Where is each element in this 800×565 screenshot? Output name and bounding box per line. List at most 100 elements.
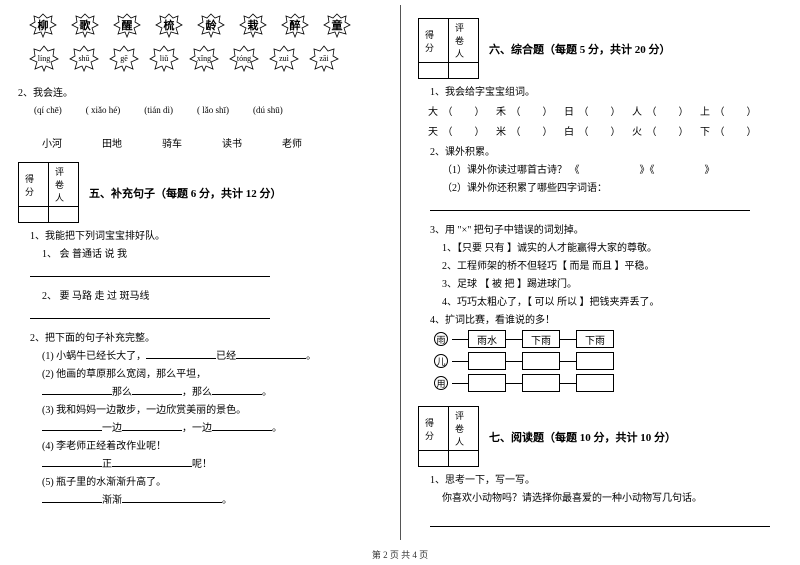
chain-box: 雨水 bbox=[468, 330, 506, 348]
leaf-char: 柳 bbox=[28, 12, 58, 38]
fill-item: 白 （ ） bbox=[564, 123, 632, 138]
q6-2: 2、课外积累。 bbox=[430, 143, 782, 158]
text: 渐渐 bbox=[102, 495, 122, 506]
fill-item: 上 （ ） bbox=[700, 103, 768, 118]
leaf-char: 童 bbox=[322, 12, 352, 38]
q6-1: 1、我会给字宝宝组词。 bbox=[430, 83, 782, 98]
chain-arrow bbox=[560, 383, 576, 384]
fill-item: 禾 （ ） bbox=[496, 103, 564, 118]
q5-2-3: (3) 我和妈妈一边散步，一边欣赏美丽的景色。 bbox=[42, 401, 382, 416]
chain-box bbox=[576, 352, 614, 370]
q5-2-2: (2) 他画的草原那么宽阔，那么平坦， bbox=[42, 365, 382, 380]
grader-label: 评卷人 bbox=[449, 19, 479, 63]
word-chain-2: 儿 bbox=[434, 352, 782, 370]
chain-box bbox=[468, 374, 506, 392]
leaf-pinyin: xǐng bbox=[188, 44, 220, 72]
q5-1: 1、我能把下列词宝宝排好队。 bbox=[30, 227, 382, 242]
blank bbox=[42, 385, 112, 395]
q6-3-1: 1、【只要 只有 】诚实的人才能赢得大家的尊敬。 bbox=[442, 239, 782, 254]
leaf-pinyin: gē bbox=[108, 44, 140, 72]
match-cn-item: 田地 bbox=[102, 135, 122, 150]
score-table: 得分评卷人 bbox=[18, 162, 79, 223]
q5-1-2: 2、 要 马路 走 过 斑马线 bbox=[42, 287, 382, 302]
word-chain-1: 雨雨水下雨下雨 bbox=[434, 330, 782, 348]
fill-item: 火 （ ） bbox=[632, 123, 700, 138]
score-box-7: 得分评卷人 七、阅读题（每题 10 分，共计 10 分） bbox=[418, 406, 782, 467]
chain-box bbox=[522, 352, 560, 370]
q5-2: 2、把下面的句子补充完整。 bbox=[30, 329, 382, 344]
chain-arrow bbox=[452, 339, 468, 340]
chain-arrow bbox=[560, 361, 576, 362]
chain-arrow bbox=[452, 361, 468, 362]
match-pinyin-item: (qí chē) bbox=[34, 105, 62, 115]
text: 那么 bbox=[112, 387, 132, 398]
text: 》《 bbox=[640, 165, 655, 176]
match-pinyin-item: (tián dì) bbox=[144, 105, 173, 115]
blank-line bbox=[30, 267, 270, 277]
chain-arrow bbox=[506, 339, 522, 340]
right-column: 得分评卷人 六、综合题（每题 5 分，共计 20 分） 1、我会给字宝宝组词。 … bbox=[400, 0, 800, 540]
text: (2) 他画的草原那么宽阔，那么平坦， bbox=[42, 369, 206, 380]
q5-2-2b: 那么，那么。 bbox=[42, 383, 382, 398]
blank bbox=[42, 421, 102, 431]
q6-2-2: （2）课外你还积累了哪些四字词语： bbox=[442, 179, 782, 194]
blank bbox=[236, 349, 306, 359]
grader-blank bbox=[449, 451, 479, 467]
q6-2-1: （1）课外你读过哪首古诗？ 《》《》 bbox=[442, 161, 782, 176]
chain-box: 下雨 bbox=[576, 330, 614, 348]
blank-line bbox=[30, 309, 270, 319]
fill-item: 下 （ ） bbox=[700, 123, 768, 138]
blank bbox=[42, 457, 102, 467]
match-pinyin-item: (dú shū) bbox=[253, 105, 283, 115]
chain-arrow bbox=[506, 383, 522, 384]
section-7-title: 七、阅读题（每题 10 分，共计 10 分） bbox=[489, 429, 676, 445]
blank bbox=[212, 421, 272, 431]
match-cn-item: 老师 bbox=[282, 135, 302, 150]
q6-3-2: 2、工程师架的桥不但轻巧【 而是 而且 】平稳。 bbox=[442, 257, 782, 272]
character-leaf-row: 柳歌醒梳龄栽醉童 bbox=[28, 12, 382, 38]
blank bbox=[122, 421, 182, 431]
word-chain-3: 用 bbox=[434, 374, 782, 392]
score-table: 得分评卷人 bbox=[418, 18, 479, 79]
score-box-6: 得分评卷人 六、综合题（每题 5 分，共计 20 分） bbox=[418, 18, 782, 79]
blank bbox=[212, 385, 262, 395]
text: 一边 bbox=[102, 423, 122, 434]
fill-row-2: 天 （ ） 米 （ ） 白 （ ） 火 （ ） 下 （ ） bbox=[428, 123, 782, 138]
leaf-pinyin: zāi bbox=[308, 44, 340, 72]
fill-item: 日 （ ） bbox=[564, 103, 632, 118]
page-container: 柳歌醒梳龄栽醉童 língshūgēliǔxǐngtóngzuìzāi 2、我会… bbox=[0, 0, 800, 540]
fill-item: 米 （ ） bbox=[496, 123, 564, 138]
match-cn-item: 小河 bbox=[42, 135, 62, 150]
chain-arrow bbox=[560, 339, 576, 340]
question-2-label: 2、我会连。 bbox=[18, 84, 382, 99]
page-footer: 第 2 页 共 4 页 bbox=[0, 548, 800, 561]
text: ，一边 bbox=[182, 423, 212, 434]
grader-label: 评卷人 bbox=[49, 163, 79, 207]
match-cn-item: 读书 bbox=[222, 135, 242, 150]
leaf-pinyin: líng bbox=[28, 44, 60, 72]
leaf-pinyin: tóng bbox=[228, 44, 260, 72]
score-label: 得分 bbox=[19, 163, 49, 207]
chain-box: 下雨 bbox=[522, 330, 560, 348]
score-blank bbox=[419, 63, 449, 79]
q7-1: 1、思考一下，写一写。 bbox=[430, 471, 782, 486]
fill-row-1: 大 （ ） 禾 （ ） 日 （ ） 人 （ ） 上 （ ） bbox=[428, 103, 782, 118]
fill-item: 天 （ ） bbox=[428, 123, 496, 138]
chain-box bbox=[522, 374, 560, 392]
q5-1-1: 1、 会 普通话 说 我 bbox=[42, 245, 382, 260]
leaf-char: 栽 bbox=[238, 12, 268, 38]
q5-2-4: (4) 李老师正经着改作业呢！ bbox=[42, 437, 382, 452]
leaf-char: 梳 bbox=[154, 12, 184, 38]
chain-arrow bbox=[506, 361, 522, 362]
fill-item: 人 （ ） bbox=[632, 103, 700, 118]
match-chinese-row: 小河田地骑车读书老师 bbox=[42, 135, 382, 150]
chain-box bbox=[468, 352, 506, 370]
chain-start: 用 bbox=[434, 376, 448, 390]
score-label: 得分 bbox=[419, 19, 449, 63]
score-blank bbox=[419, 451, 449, 467]
blank bbox=[132, 385, 182, 395]
score-box-5: 得分评卷人 五、补充句子（每题 6 分，共计 12 分） bbox=[18, 162, 382, 223]
q7-1-text: 你喜欢小动物吗？请选择你最喜爱的一种小动物写几句话。 bbox=[442, 489, 782, 504]
blank-line bbox=[430, 201, 750, 211]
grader-label: 评卷人 bbox=[449, 407, 479, 451]
